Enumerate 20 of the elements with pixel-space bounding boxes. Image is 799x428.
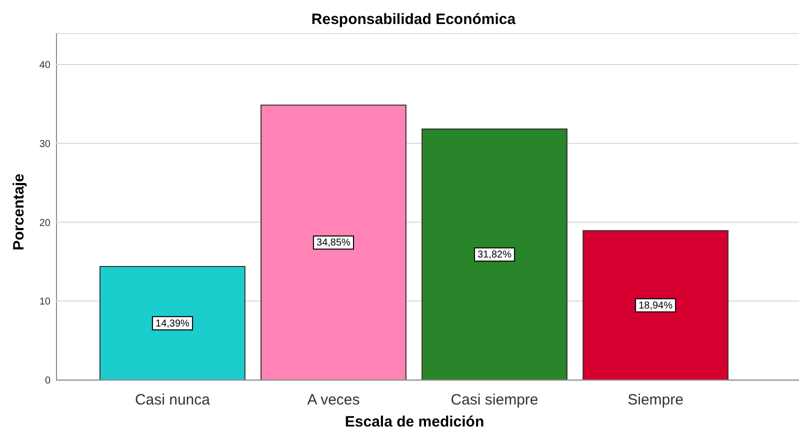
y-tick-label: 0 bbox=[44, 376, 51, 386]
data-label: 14,39% bbox=[156, 318, 190, 330]
x-axis-title: Escala de medición bbox=[344, 414, 484, 428]
data-label: 18,94% bbox=[638, 300, 673, 312]
bar bbox=[582, 230, 728, 380]
y-tick-label: 10 bbox=[39, 296, 51, 308]
y-tick-label: 30 bbox=[39, 138, 51, 150]
y-tick-label: 20 bbox=[39, 218, 51, 229]
x-tick-label: A veces bbox=[307, 392, 360, 408]
bar bbox=[422, 128, 568, 380]
chart-title: Responsabilidad Económica bbox=[311, 11, 516, 28]
bar bbox=[260, 104, 406, 380]
y-axis-title: Porcentaje bbox=[10, 174, 28, 250]
x-tick-label: Casi nunca bbox=[134, 392, 211, 408]
x-tick-label: Siempre bbox=[628, 392, 684, 408]
x-tick-label: Casi siempre bbox=[450, 392, 538, 408]
y-tick-label: 40 bbox=[39, 60, 51, 72]
data-label: 31,82% bbox=[478, 250, 512, 261]
bar bbox=[100, 266, 246, 380]
data-label: 34,85% bbox=[316, 238, 351, 249]
